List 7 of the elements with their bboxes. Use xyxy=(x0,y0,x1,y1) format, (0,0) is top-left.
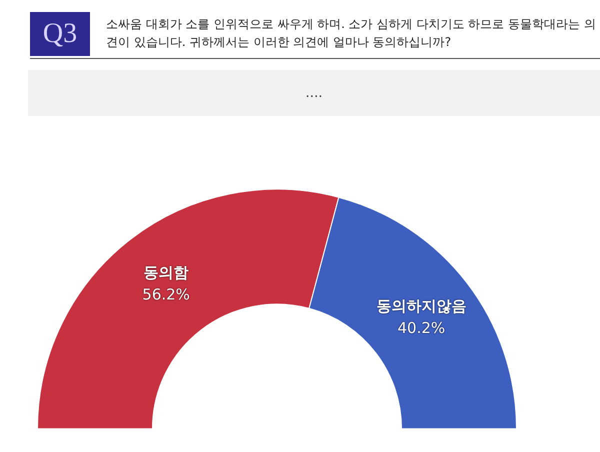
slice-label: 동의함 xyxy=(144,263,189,282)
text: Q3 xyxy=(30,12,90,56)
data-label: 40.2% xyxy=(398,318,446,337)
text: …. xyxy=(28,70,600,116)
slice-label: 동의하지않음 xyxy=(376,296,466,315)
data-label: 56.2% xyxy=(142,285,190,304)
chart-title: 소싸움 대회가 소를 인위적으로 싸우게 하며. 소가 심하게 다치기도 하므로 동물학대라는 의견이 있습니다. 귀하께서는 이러한 의견에 얼마나 동의하십니까? xyxy=(106,16,597,51)
